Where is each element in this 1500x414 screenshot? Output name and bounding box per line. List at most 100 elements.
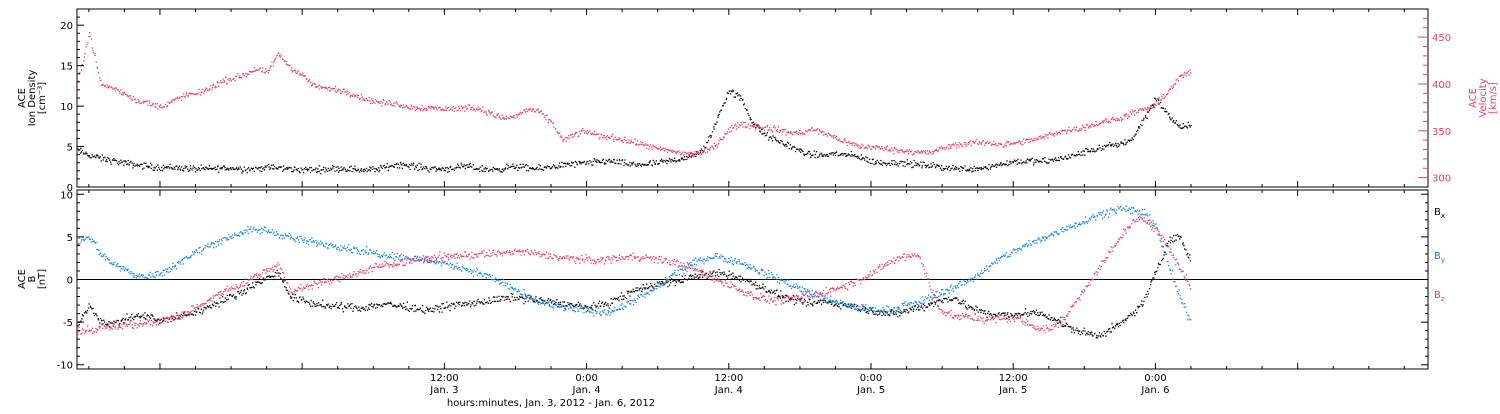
by-point [370,250,371,251]
velocity-point [1072,129,1073,130]
by-point [632,300,633,301]
velocity-point [729,131,730,132]
bx-point [402,308,403,309]
density-point [1054,159,1055,160]
density-point [660,160,661,161]
by-point [538,304,539,305]
by-point [339,249,340,250]
velocity-point [372,103,373,104]
density-point [1161,107,1162,108]
bx-point [1113,326,1114,327]
bx-point [434,308,435,309]
velocity-point [370,103,371,104]
density-point [354,166,355,167]
by-point [304,239,305,240]
density-point [1068,154,1069,155]
bx-point [92,308,93,309]
bx-point [313,301,314,302]
velocity-point [1079,128,1080,129]
by-point [109,259,110,260]
velocity-point [911,151,912,152]
density-point [386,166,387,167]
by-point [562,305,563,306]
by-point [590,308,591,309]
bx-point [1155,274,1156,275]
velocity-point [630,140,631,141]
bx-point [1170,240,1171,241]
bx-point [474,301,475,302]
velocity-point [127,95,128,96]
velocity-point [1167,93,1168,94]
bx-point [109,326,110,327]
by-point [668,279,669,280]
density-point [204,169,205,170]
velocity-point [120,89,121,90]
velocity-point [719,138,720,139]
bx-point [1010,313,1011,314]
density-point [1020,159,1021,160]
bx-point [879,312,880,313]
density-point [277,168,278,169]
density-point [670,161,671,162]
velocity-point [1065,129,1066,130]
bx-point [708,274,709,275]
bx-point [562,301,563,302]
velocity-point [753,127,754,128]
by-point [260,233,261,234]
density-point [384,165,385,166]
velocity-point [148,100,149,101]
bx-point [814,301,815,302]
bx-point [463,303,464,304]
velocity-point [90,36,91,37]
bx-point [265,279,266,280]
density-point [84,154,85,155]
by-point [130,271,131,272]
bx-point [128,317,129,318]
velocity-point [100,80,101,81]
by-point [603,312,604,313]
bx-point [621,299,622,300]
density-point [1067,158,1068,159]
density-point [482,171,483,172]
velocity-point [1056,131,1057,132]
density-point [1103,149,1104,150]
density-point [764,133,765,134]
velocity-point [749,128,750,129]
density-point [774,137,775,138]
density-point [618,163,619,164]
density-point [730,90,731,91]
density-point [991,166,992,167]
by-point [579,306,580,307]
density-point [968,170,969,171]
density-point [323,167,324,168]
density-point [281,166,282,167]
bx-point [488,297,489,298]
density-point [269,169,270,170]
density-point [819,155,820,156]
density-point [517,170,518,171]
velocity-point [182,96,183,97]
by-point [231,238,232,239]
density-point [707,142,708,143]
by-point [830,296,831,297]
bx-point [1075,330,1076,331]
velocity-point [708,149,709,150]
by-point [162,275,163,276]
by-point [532,298,533,299]
density-point [911,162,912,163]
bx-point [905,311,906,312]
velocity-point [653,145,654,146]
by-point [117,266,118,267]
density-point [1082,154,1083,155]
density-point [925,167,926,168]
density-point [185,165,186,166]
bx-point [817,302,818,303]
velocity-point [859,145,860,146]
by-point [657,286,658,287]
by-point [404,258,405,259]
density-point [712,131,713,132]
bx-point [122,319,123,320]
by-point [920,303,921,304]
density-point [867,157,868,158]
by-point [743,264,744,265]
